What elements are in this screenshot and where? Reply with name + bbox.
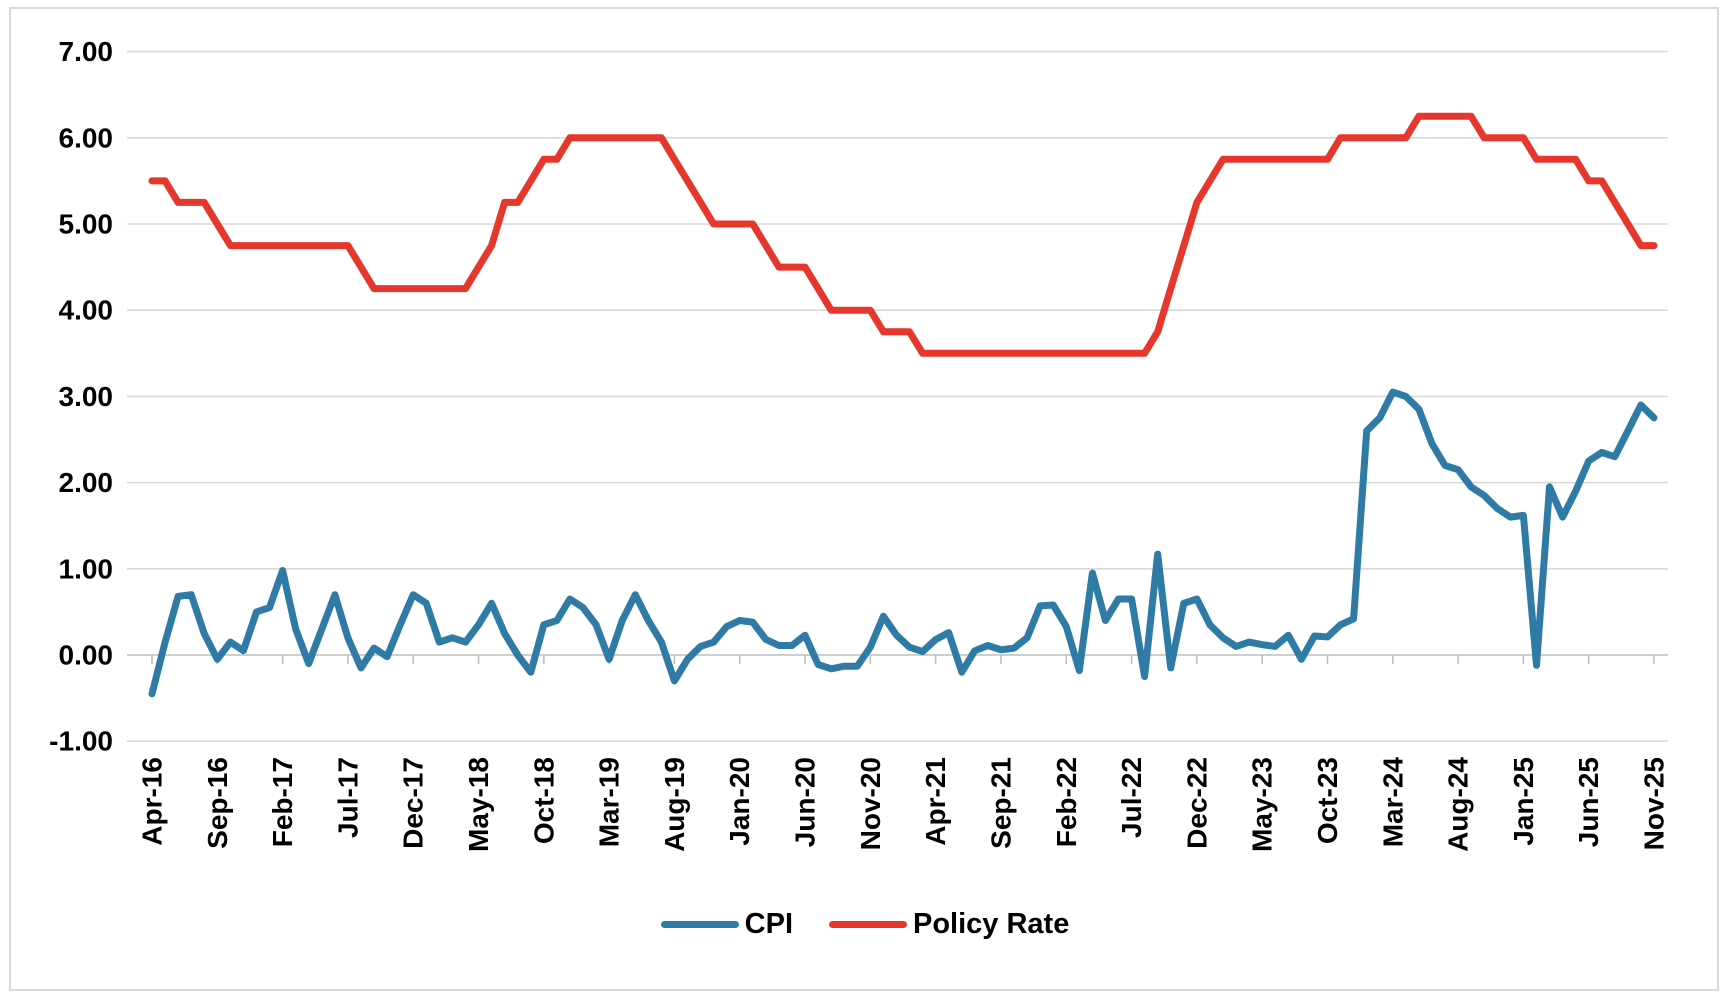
cpi-line-swatch [660,921,739,928]
cpi-line [148,388,1658,698]
legend-item-cpi: CPI [660,908,793,941]
x-tick-label: May-18 [463,757,494,852]
x-axis-ticks [151,655,1655,664]
x-tick-label: Mar-19 [594,757,625,847]
policy-rate-line-swatch [829,921,907,928]
x-tick-label: Sep-21 [985,757,1016,849]
x-tick-label: Mar-24 [1377,757,1408,848]
x-tick-label: Jun-20 [790,757,821,847]
x-tick-label: Oct-18 [528,757,559,844]
y-tick-label: 2.00 [59,467,114,498]
x-axis-labels: Apr-16 Sep-16 Feb-17 Jul-17 Dec-17 May-18 Oct-… [137,757,1670,852]
x-tick-label: Jul-17 [332,757,363,838]
x-tick-label: Jul-22 [1116,757,1147,838]
y-tick-label: 0.00 [59,640,114,671]
chart-legend: CPI Policy Rate [0,908,1730,941]
x-tick-label: Apr-16 [137,757,168,846]
x-tick-label: Nov-20 [855,757,886,850]
x-tick-label: Feb-22 [1051,757,1082,847]
x-tick-label: Sep-16 [202,757,233,849]
chart-border [9,7,1719,991]
x-tick-label: Aug-19 [659,757,690,852]
legend-item-policy-rate: Policy Rate [829,908,1069,941]
gridlines [127,50,1668,743]
y-tick-label: 4.00 [59,295,114,326]
x-tick-label: Jan-20 [724,757,755,846]
y-tick-label: 3.00 [59,381,114,412]
x-tick-label: May-23 [1247,757,1278,852]
y-tick-label: 5.00 [59,209,114,240]
x-tick-label: Nov-25 [1639,757,1670,850]
legend-label-policy-rate: Policy Rate [913,908,1070,940]
x-tick-label: Aug-24 [1443,757,1474,852]
x-tick-label: Dec-17 [398,757,429,849]
legend-label-cpi: CPI [744,908,793,940]
y-tick-label: 1.00 [59,553,114,584]
x-tick-label: Jan-25 [1508,757,1539,846]
y-axis-labels: 7.00 6.00 5.00 4.00 3.00 2.00 1.00 0.00 -1.00 [49,36,113,757]
y-tick-label: -1.00 [49,726,113,757]
y-tick-label: 6.00 [59,122,114,153]
x-tick-label: Jun-25 [1573,757,1604,847]
x-tick-label: Oct-23 [1312,757,1343,844]
x-tick-label: Apr-21 [920,757,951,846]
policy-rate-line [148,112,1658,357]
y-tick-label: 7.00 [59,36,114,67]
x-tick-label: Dec-22 [1181,757,1212,849]
x-tick-label: Feb-17 [267,757,298,847]
